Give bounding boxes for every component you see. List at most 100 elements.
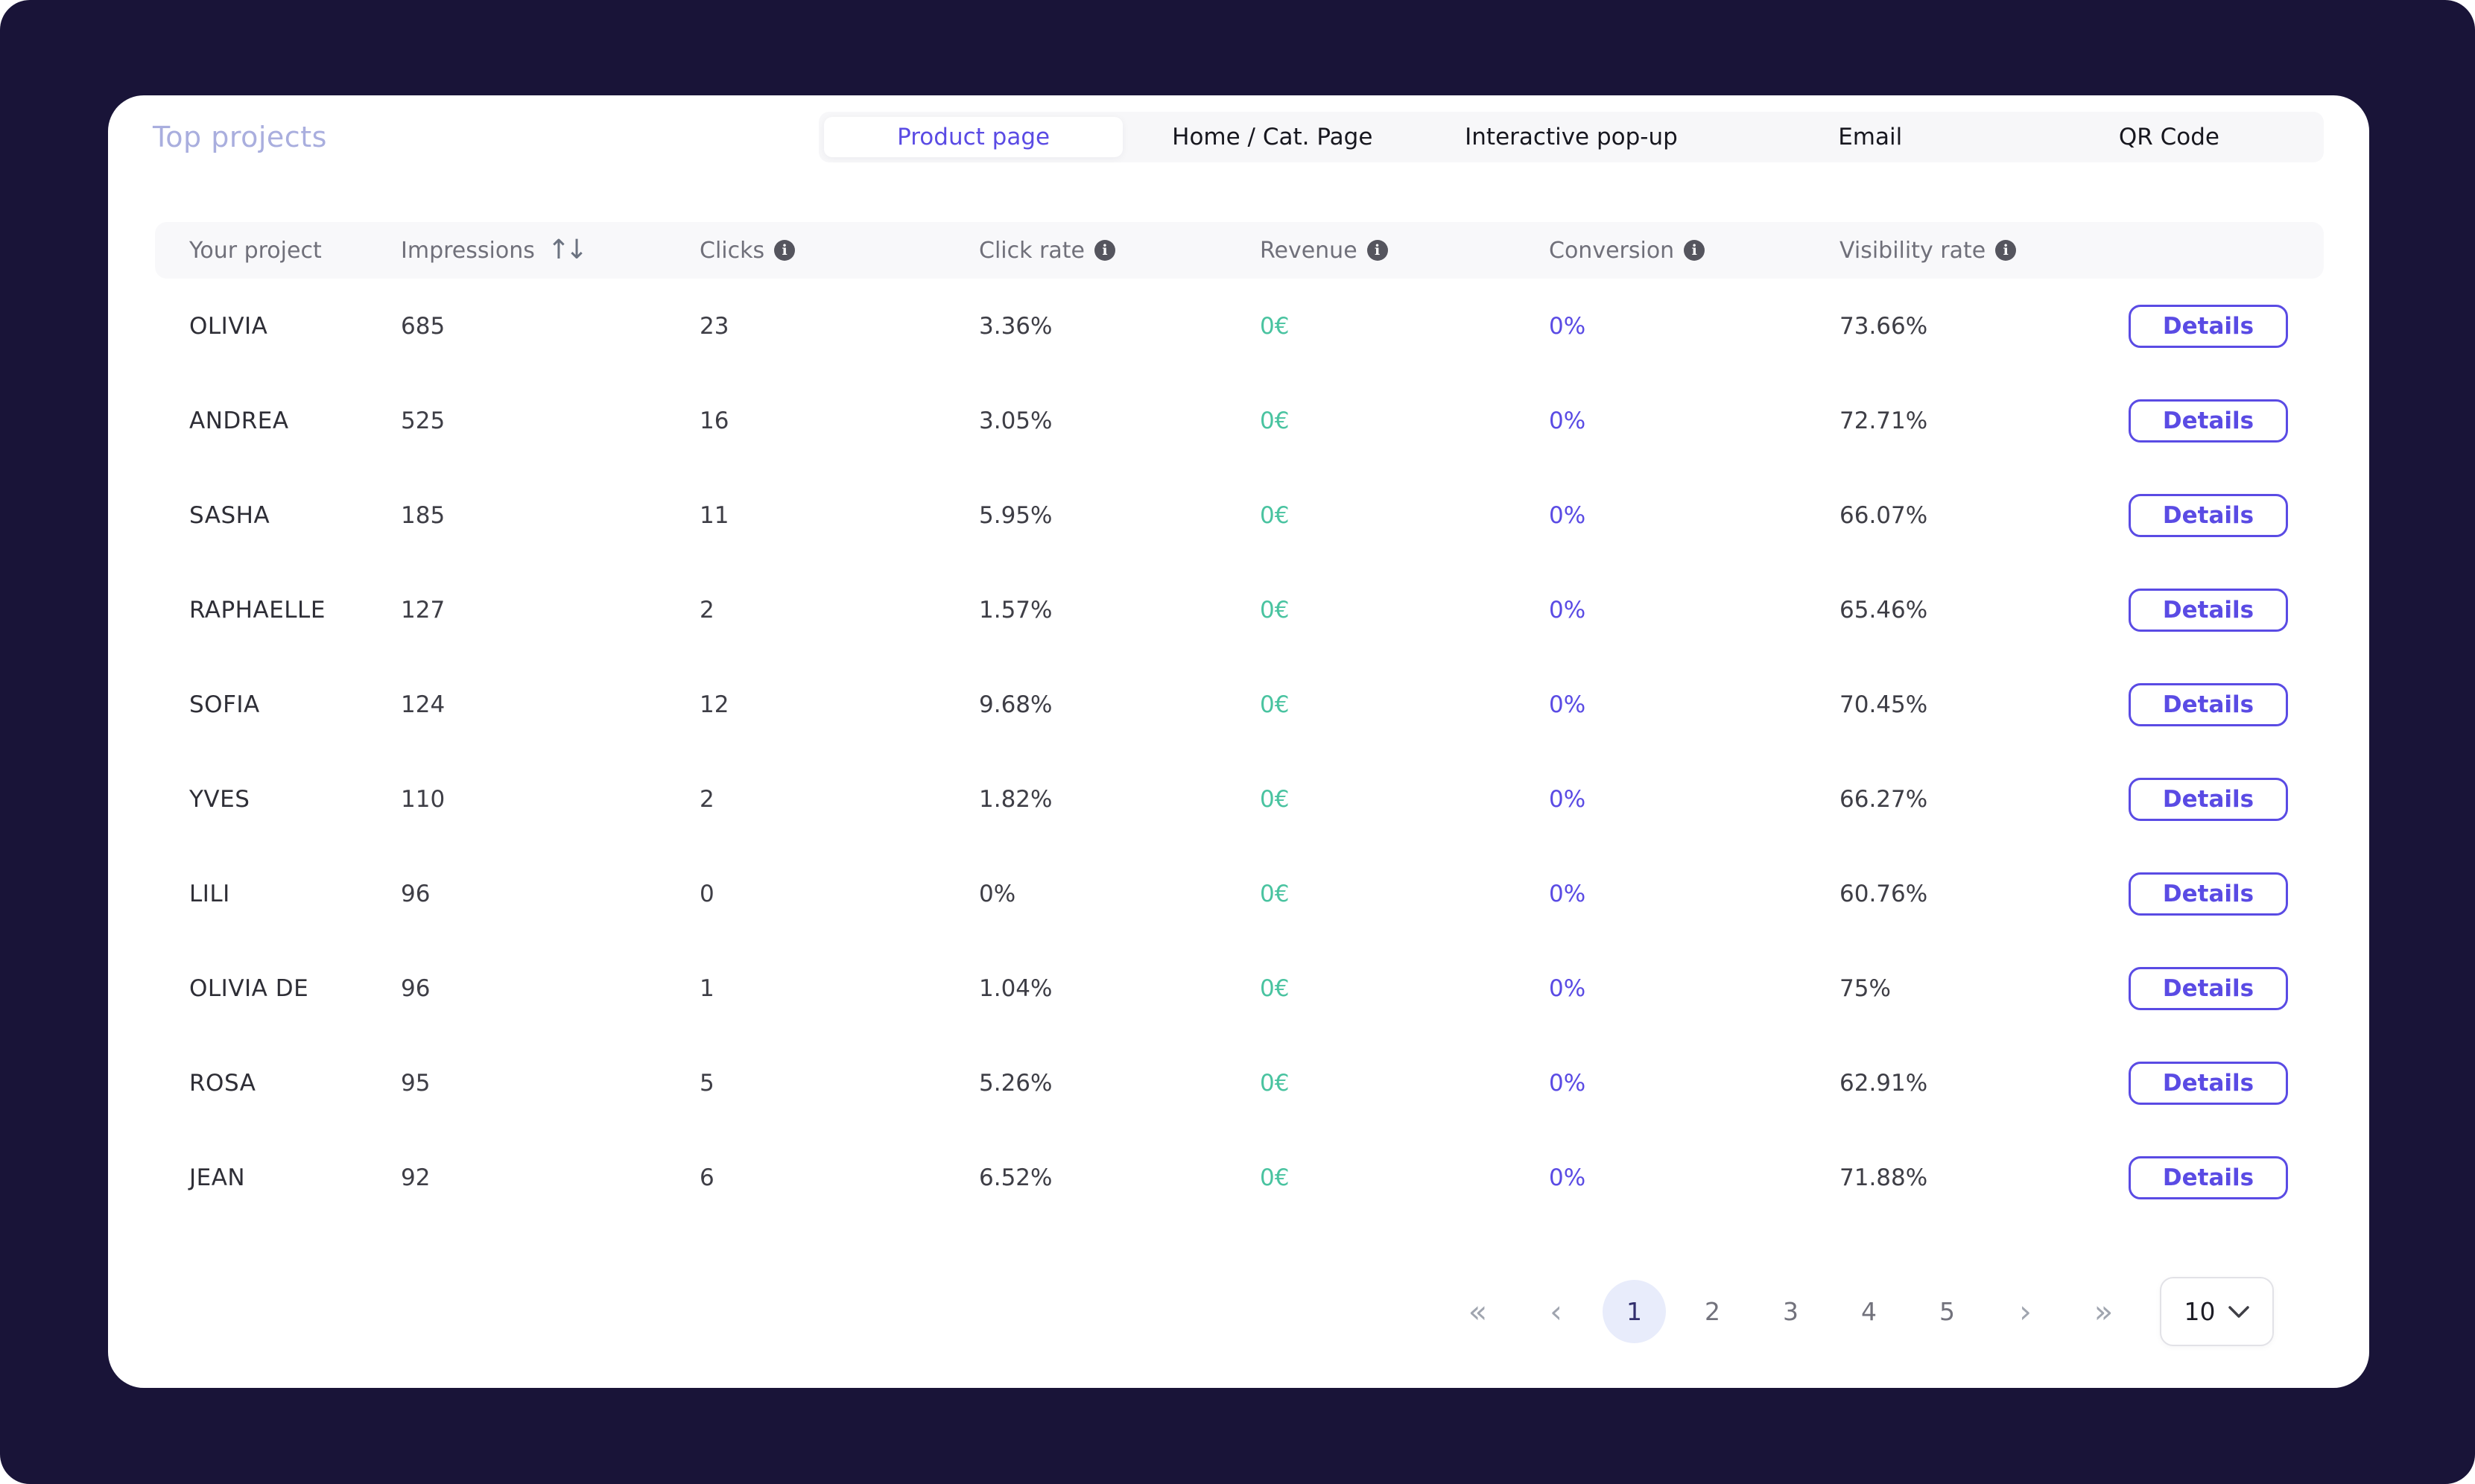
column-impressions: Impressions ↑↓ xyxy=(401,237,700,264)
revenue-value: 0€ xyxy=(1260,785,1290,813)
top-projects-card: Top projects Product page Home / Cat. Pag… xyxy=(108,95,2369,1388)
details-button[interactable]: Details xyxy=(2129,682,2288,726)
tab-product-page[interactable]: Product page xyxy=(824,117,1124,157)
clicks-value: 23 xyxy=(700,312,729,340)
first-page-button[interactable]: « xyxy=(1468,1293,1488,1330)
table-row: RAPHAELLE 127 2 1.57% 0€ 0% 65.46% Detai… xyxy=(155,562,2324,657)
column-label: Your project xyxy=(189,237,322,264)
revenue-value: 0€ xyxy=(1260,312,1290,340)
clicks-value: 0 xyxy=(700,880,714,907)
details-button[interactable]: Details xyxy=(2129,1155,2288,1199)
click-rate-value: 6.52% xyxy=(979,1164,1053,1191)
clicks-value: 5 xyxy=(700,1069,714,1097)
pagination: « ‹ 1 2 3 4 5 › » 10 xyxy=(108,1277,2369,1346)
row-actions: Details xyxy=(2129,588,2324,632)
info-icon[interactable]: i xyxy=(1684,240,1705,261)
impressions-value: 92 xyxy=(401,1164,431,1191)
details-button[interactable]: Details xyxy=(2129,872,2288,916)
revenue-value: 0€ xyxy=(1260,1069,1290,1097)
column-clicks: Clicks i xyxy=(700,238,979,264)
column-visibility-rate: Visibility rate i xyxy=(1839,238,2129,264)
prev-page-button[interactable]: ‹ xyxy=(1550,1293,1562,1330)
impressions-value: 127 xyxy=(401,596,446,624)
tab-email[interactable]: Email xyxy=(1838,124,1903,150)
revenue-value: 0€ xyxy=(1260,974,1290,1002)
tab-qr-code[interactable]: QR Code xyxy=(2118,124,2219,150)
info-icon[interactable]: i xyxy=(774,240,796,261)
details-button[interactable]: Details xyxy=(2129,777,2288,821)
click-rate-value: 9.68% xyxy=(979,691,1053,718)
info-icon[interactable]: i xyxy=(1094,240,1115,261)
table-row: ANDREA 525 16 3.05% 0€ 0% 72.71% Details xyxy=(155,373,2324,468)
details-button[interactable]: Details xyxy=(2129,493,2288,537)
table-row: OLIVIA 685 23 3.36% 0€ 0% 73.66% Details xyxy=(155,279,2324,373)
conversion-value: 0% xyxy=(1549,312,1586,340)
next-page-button[interactable]: › xyxy=(2019,1293,2032,1330)
details-button[interactable]: Details xyxy=(2129,966,2288,1010)
project-name: YVES xyxy=(189,785,250,813)
page-size-dropdown[interactable]: 10 xyxy=(2160,1277,2274,1346)
click-rate-value: 1.82% xyxy=(979,785,1053,813)
revenue-value: 0€ xyxy=(1260,691,1290,718)
tab-interactive-pop-up[interactable]: Interactive pop-up xyxy=(1465,124,1678,150)
conversion-value: 0% xyxy=(1549,1164,1586,1191)
impressions-value: 95 xyxy=(401,1069,431,1097)
details-button[interactable]: Details xyxy=(2129,304,2288,348)
table-row: JEAN 92 6 6.52% 0€ 0% 71.88% Details xyxy=(155,1130,2324,1225)
click-rate-value: 1.57% xyxy=(979,596,1053,624)
project-name: LILI xyxy=(189,880,230,907)
visibility-rate-value: 72.71% xyxy=(1839,407,1928,434)
conversion-value: 0% xyxy=(1549,1069,1586,1097)
column-revenue: Revenue i xyxy=(1260,238,1549,264)
visibility-rate-value: 73.66% xyxy=(1839,312,1928,340)
revenue-value: 0€ xyxy=(1260,880,1290,907)
last-page-button[interactable]: » xyxy=(2094,1293,2114,1330)
page-button-1[interactable]: 1 xyxy=(1603,1280,1666,1343)
visibility-rate-value: 60.76% xyxy=(1839,880,1928,907)
column-label: Revenue xyxy=(1260,237,1357,264)
clicks-value: 16 xyxy=(700,407,729,434)
page-button-2[interactable]: 2 xyxy=(1705,1297,1720,1326)
page-button-3[interactable]: 3 xyxy=(1783,1297,1799,1326)
details-button[interactable]: Details xyxy=(2129,588,2288,632)
impressions-value: 525 xyxy=(401,407,446,434)
clicks-value: 12 xyxy=(700,691,729,718)
visibility-rate-value: 66.07% xyxy=(1839,501,1928,529)
project-name: ANDREA xyxy=(189,407,289,434)
page-title: Top projects xyxy=(153,121,327,153)
page-size-value: 10 xyxy=(2184,1297,2216,1326)
details-button[interactable]: Details xyxy=(2129,399,2288,443)
click-rate-value: 1.04% xyxy=(979,974,1053,1002)
tab-bar: Product page Home / Cat. Page Interactive … xyxy=(819,112,2324,162)
visibility-rate-value: 75% xyxy=(1839,974,1891,1002)
sort-icon[interactable]: ↑↓ xyxy=(547,235,588,265)
details-button[interactable]: Details xyxy=(2129,1061,2288,1105)
impressions-value: 685 xyxy=(401,312,446,340)
column-label: Click rate xyxy=(979,237,1085,264)
table-header: Your project Impressions ↑↓ Clicks i Cli… xyxy=(155,222,2324,279)
table-row: SASHA 185 11 5.95% 0€ 0% 66.07% Details xyxy=(155,468,2324,562)
revenue-value: 0€ xyxy=(1260,596,1290,624)
info-icon[interactable]: i xyxy=(1995,240,2017,261)
page-button-5[interactable]: 5 xyxy=(1939,1297,1955,1326)
page-button-4[interactable]: 4 xyxy=(1861,1297,1877,1326)
conversion-value: 0% xyxy=(1549,596,1586,624)
tab-home-cat-page[interactable]: Home / Cat. Page xyxy=(1172,124,1373,150)
row-actions: Details xyxy=(2129,304,2324,348)
impressions-value: 96 xyxy=(401,974,431,1002)
impressions-value: 110 xyxy=(401,785,446,813)
project-name: SOFIA xyxy=(189,691,260,718)
conversion-value: 0% xyxy=(1549,501,1586,529)
table-row: ROSA 95 5 5.26% 0€ 0% 62.91% Details xyxy=(155,1036,2324,1130)
column-label: Impressions xyxy=(401,237,535,264)
table-body: OLIVIA 685 23 3.36% 0€ 0% 73.66% Details… xyxy=(155,279,2324,1225)
row-actions: Details xyxy=(2129,399,2324,443)
impressions-value: 96 xyxy=(401,880,431,907)
revenue-value: 0€ xyxy=(1260,1164,1290,1191)
table-row: OLIVIA DE 96 1 1.04% 0€ 0% 75% Details xyxy=(155,941,2324,1036)
impressions-value: 185 xyxy=(401,501,446,529)
conversion-value: 0% xyxy=(1549,785,1586,813)
conversion-value: 0% xyxy=(1549,691,1586,718)
info-icon[interactable]: i xyxy=(1366,240,1388,261)
clicks-value: 1 xyxy=(700,974,714,1002)
